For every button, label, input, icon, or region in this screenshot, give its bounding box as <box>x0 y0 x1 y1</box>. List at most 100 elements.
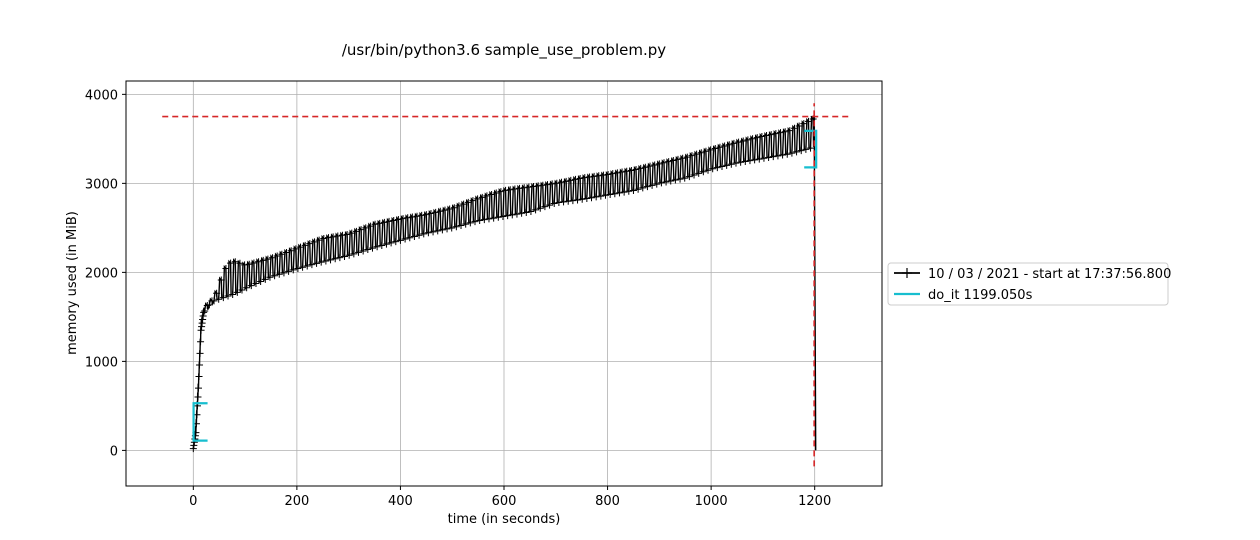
memory-point-marker <box>739 137 747 145</box>
memory-point-marker <box>502 186 510 194</box>
memory-point-marker <box>231 258 239 266</box>
memory-point-marker <box>786 127 794 135</box>
memory-point-marker <box>534 182 542 190</box>
memory-point-marker <box>543 181 551 189</box>
memory-point-marker <box>350 250 358 258</box>
memory-point-marker <box>198 323 206 331</box>
memory-point-marker <box>562 177 570 185</box>
memory-point-marker <box>620 188 628 196</box>
y-tick-label: 3000 <box>85 177 118 192</box>
memory-point-marker <box>632 166 640 174</box>
memory-point-marker <box>462 220 470 228</box>
memory-point-marker <box>604 170 612 178</box>
memory-point-marker <box>483 192 491 200</box>
memory-point-marker <box>366 222 374 230</box>
memory-point-marker <box>420 230 428 238</box>
memory-point-marker <box>250 259 258 267</box>
memory-point-marker <box>303 262 311 270</box>
memory-point-marker <box>681 174 689 182</box>
memory-point-marker <box>352 227 360 235</box>
memory-point-marker <box>408 213 416 221</box>
memory-point-marker <box>567 176 575 184</box>
memory-point-marker <box>266 273 274 281</box>
function-bracket-do-it <box>192 129 818 442</box>
memory-point-marker <box>343 230 351 238</box>
memory-point-marker <box>725 141 733 149</box>
memory-point-marker <box>655 160 663 168</box>
memory-point-marker <box>460 200 468 208</box>
memory-point-marker <box>404 214 412 222</box>
memory-point-marker <box>247 282 255 290</box>
memory-point-marker <box>396 236 404 244</box>
memory-point-marker <box>513 210 521 218</box>
memory-point-marker <box>618 168 626 176</box>
memory-point-marker <box>464 198 472 206</box>
memory-point-marker <box>299 263 307 271</box>
memory-point-marker <box>492 189 500 197</box>
memory-point-marker <box>730 139 738 147</box>
memory-point-marker <box>199 312 207 320</box>
memory-point-marker <box>287 247 295 255</box>
memory-point-marker <box>215 295 223 303</box>
memory-point-marker <box>530 182 538 190</box>
memory-point-marker <box>236 259 244 267</box>
memory-point-marker <box>432 208 440 216</box>
memory-point-marker <box>399 215 407 223</box>
memory-point-marker <box>387 239 395 247</box>
memory-point-marker <box>749 135 757 143</box>
memory-point-marker <box>669 157 677 165</box>
memory-point-marker <box>800 120 808 128</box>
x-tick-label: 400 <box>388 494 413 509</box>
memory-point-marker <box>455 202 463 210</box>
memory-point-marker <box>336 254 344 262</box>
memory-point-marker <box>641 163 649 171</box>
memory-point-marker <box>693 150 701 158</box>
memory-point-marker <box>382 240 390 248</box>
memory-point-marker <box>406 234 414 242</box>
memory-point-marker <box>257 277 265 285</box>
memory-point-marker <box>394 216 402 224</box>
memory-point-marker <box>511 185 519 193</box>
memory-point-marker <box>210 297 218 305</box>
memory-point-marker <box>634 185 642 193</box>
memory-point-marker <box>679 154 687 162</box>
memory-point-marker <box>516 184 524 192</box>
memory-point-marker <box>245 260 253 268</box>
y-axis-label: memory used (in MiB) <box>65 211 80 355</box>
memory-point-marker <box>629 186 637 194</box>
memory-point-marker <box>553 179 561 187</box>
memory-point-marker <box>716 143 724 151</box>
memory-point-marker <box>198 319 206 327</box>
memory-point-marker <box>243 284 251 292</box>
memory-point-marker <box>201 307 209 315</box>
memory-point-marker <box>802 145 810 153</box>
memory-point-marker <box>711 145 719 153</box>
memory-point-marker <box>807 144 815 152</box>
memory-point-marker <box>390 216 398 224</box>
memory-point-marker <box>769 153 777 161</box>
memory-point-marker <box>585 173 593 181</box>
memory-point-marker <box>506 186 514 194</box>
memory-point-marker <box>194 384 202 392</box>
function-start-bracket <box>192 402 208 442</box>
memory-point-marker <box>578 195 586 203</box>
memory-point-marker <box>283 248 291 256</box>
memory-point-marker <box>413 212 421 220</box>
memory-point-marker <box>581 174 589 182</box>
memory-point-marker <box>695 169 703 177</box>
memory-point-marker <box>625 187 633 195</box>
memory-point-marker <box>480 216 488 224</box>
max-reference-lines <box>162 103 849 467</box>
memory-point-marker <box>241 261 249 269</box>
memory-point-marker <box>227 259 235 267</box>
memory-point-marker <box>306 240 314 248</box>
memory-point-marker <box>611 190 619 198</box>
memory-point-marker <box>450 204 458 212</box>
memory-point-marker <box>418 211 426 219</box>
legend-entry-function: do_it 1199.050s <box>894 288 1033 303</box>
memory-point-marker <box>653 180 661 188</box>
memory-point-marker <box>345 251 353 259</box>
y-axis-ticks: 0 1000 2000 3000 4000 <box>85 88 126 459</box>
memory-point-marker <box>466 219 474 227</box>
